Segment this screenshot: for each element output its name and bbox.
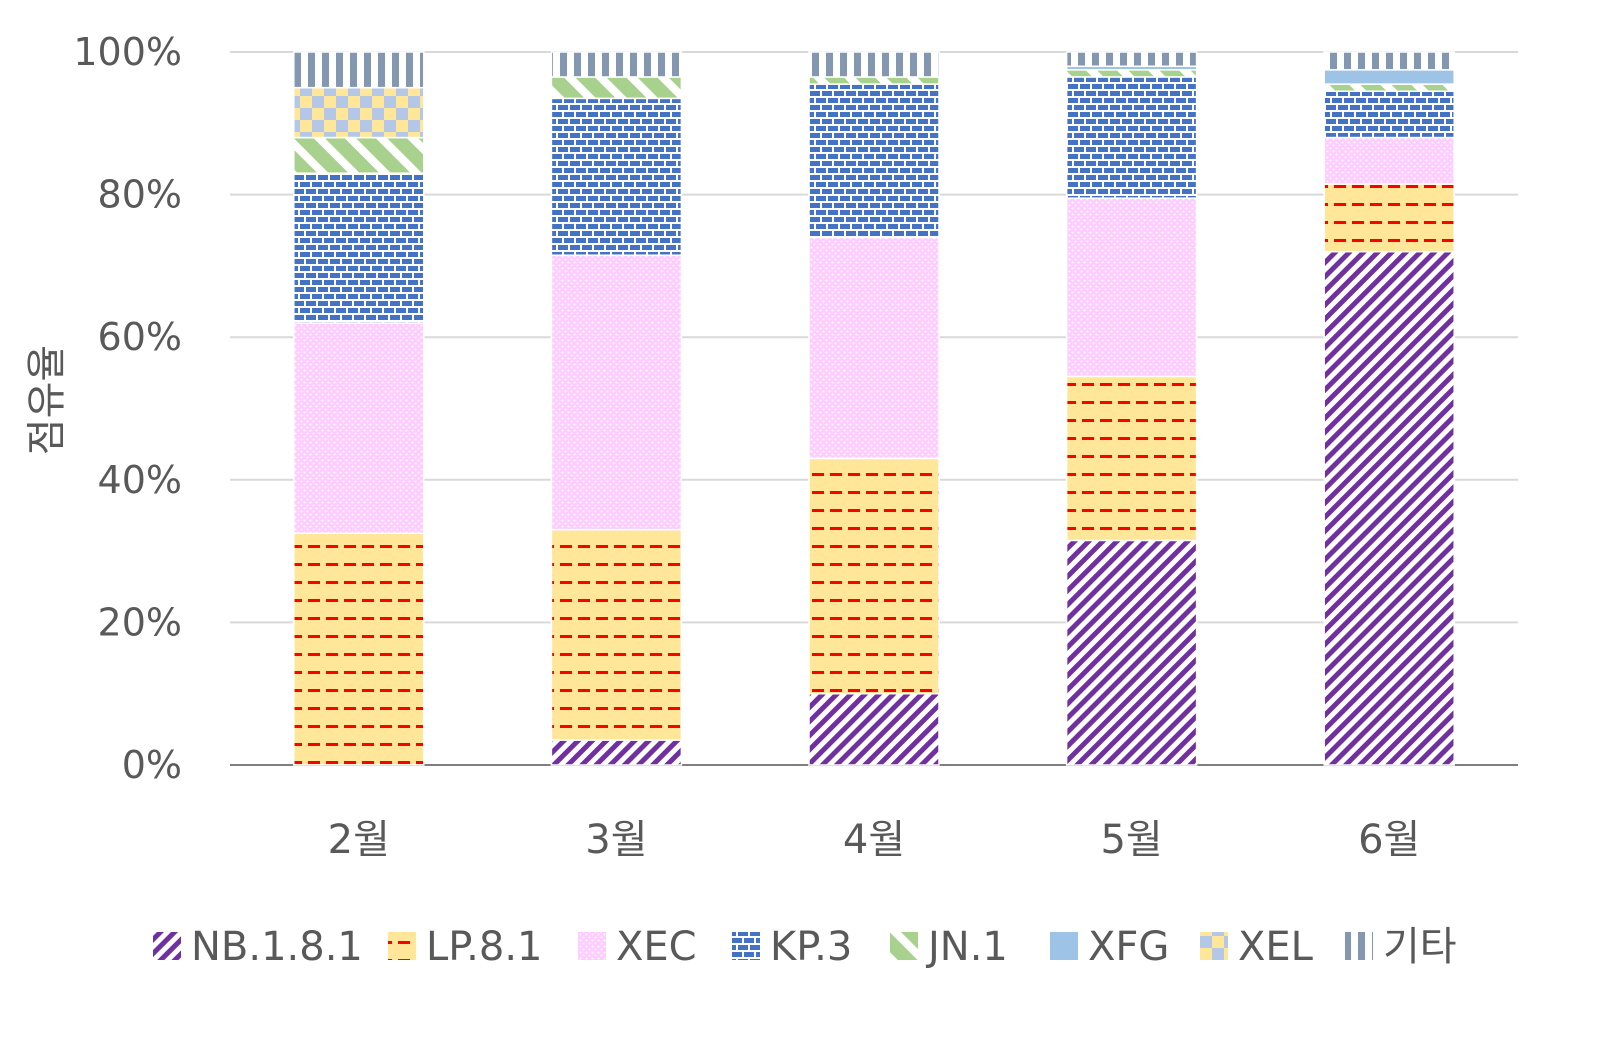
legend-swatch: [1200, 932, 1228, 960]
y-tick-label: 40%: [98, 458, 182, 502]
x-category-label: 3월: [585, 817, 647, 863]
legend: NB.1.8.1 LP.8.1 XEC KP.3 JN.1 XFG XEL 기타: [153, 924, 1457, 970]
legend-swatch: [732, 932, 760, 960]
legend-swatch: [1050, 932, 1078, 960]
bar-segment-kp-3: [808, 83, 940, 239]
bar-segment-lp-8-1: [1065, 375, 1198, 542]
y-tick-label: 0%: [122, 743, 182, 787]
y-tick-label: 100%: [73, 30, 182, 74]
x-category-label: 6월: [1358, 817, 1420, 863]
bar-segment-xec: [808, 236, 940, 460]
bar-segment-기타: [808, 51, 940, 78]
x-category-labels: 2월 3월 4월 5월 6월: [328, 817, 1421, 863]
bar-segment-nb-1-8-1: [808, 692, 940, 766]
bar-segment-lp-8-1: [293, 532, 425, 766]
bar-segment-xfg: [1323, 69, 1455, 85]
y-tick-label: 20%: [98, 600, 182, 644]
legend-swatch: [578, 932, 606, 960]
x-category-label: 2월: [328, 817, 390, 863]
bar-segment-jn-1: [1065, 69, 1198, 78]
legend-label: NB.1.8.1: [191, 924, 363, 970]
legend-label: LP.8.1: [426, 924, 543, 970]
legend-label: KP.3: [770, 924, 852, 970]
legend-label: XEC: [616, 924, 697, 970]
bar-segment-xel: [293, 86, 425, 139]
bar-segment-jn-1: [293, 136, 425, 174]
legend-label: XFG: [1088, 924, 1169, 970]
bar-segment-jn-1: [1323, 83, 1455, 92]
y-tick-labels: 0% 20% 40% 60% 80% 100%: [73, 30, 182, 787]
bars: [293, 51, 1455, 766]
legend-label: XEL: [1238, 924, 1314, 970]
bar-segment-기타: [1323, 51, 1455, 71]
bar-segment-kp-3: [550, 97, 683, 256]
y-tick-label: 80%: [98, 173, 182, 217]
y-tick-label: 60%: [98, 315, 182, 359]
bar-segment-lp-8-1: [1323, 183, 1455, 253]
bar-segment-jn-1: [808, 76, 940, 85]
legend-label: 기타: [1383, 924, 1457, 970]
bar-segment-xec: [1323, 136, 1455, 185]
legend-label: JN.1: [925, 924, 1008, 970]
bar-segment-xec: [1065, 197, 1198, 378]
legend-swatch: [1345, 932, 1373, 960]
bar-segment-jn-1: [550, 76, 683, 100]
bar-segment-기타: [550, 51, 683, 78]
legend-swatch: [153, 932, 181, 960]
bar-segment-lp-8-1: [808, 457, 940, 695]
x-category-label: 5월: [1100, 817, 1162, 863]
bar-segment-kp-3: [1323, 90, 1455, 139]
bar-segment-kp-3: [1065, 76, 1198, 199]
bar-segment-기타: [293, 51, 425, 89]
bar-segment-lp-8-1: [550, 528, 683, 741]
legend-swatch: [890, 932, 918, 960]
bar-segment-nb-1-8-1: [550, 739, 683, 766]
bar-segment-kp-3: [293, 172, 425, 324]
bar-segment-nb-1-8-1: [1323, 250, 1455, 766]
bar-segment-nb-1-8-1: [1065, 539, 1198, 766]
bar-segment-xec: [293, 322, 425, 535]
legend-swatch: [388, 932, 416, 960]
bar-segment-기타: [1065, 51, 1198, 68]
bar-segment-xec: [550, 254, 683, 531]
y-axis-label: 점유율: [24, 345, 70, 455]
x-category-label: 4월: [843, 817, 905, 863]
